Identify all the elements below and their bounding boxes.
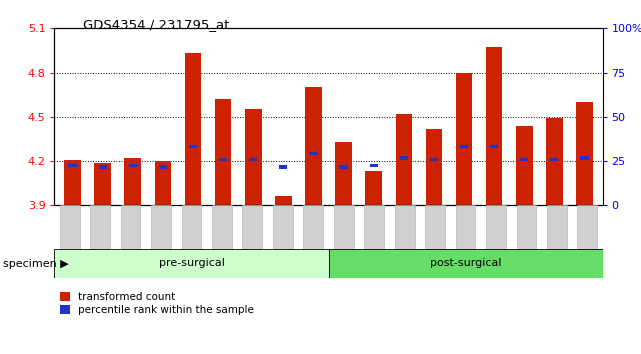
Text: post-surgical: post-surgical <box>429 258 501 268</box>
Bar <box>490 145 498 148</box>
Bar <box>310 152 317 155</box>
Text: specimen ▶: specimen ▶ <box>3 259 69 269</box>
Bar <box>425 205 445 250</box>
Bar <box>456 205 476 250</box>
Bar <box>64 160 81 205</box>
Bar <box>279 165 287 169</box>
Bar <box>94 162 111 205</box>
Bar <box>90 205 110 250</box>
Bar <box>249 158 258 161</box>
Bar <box>99 165 107 169</box>
Bar <box>578 205 597 250</box>
Bar <box>245 109 262 205</box>
Bar <box>60 205 79 250</box>
Text: GDS4354 / 231795_at: GDS4354 / 231795_at <box>83 18 229 31</box>
Bar <box>486 205 506 250</box>
Bar <box>550 158 558 161</box>
Bar <box>154 161 171 205</box>
Bar <box>303 205 323 250</box>
Bar <box>546 118 563 205</box>
Bar <box>54 249 328 278</box>
Text: pre-surgical: pre-surgical <box>158 258 224 268</box>
Bar <box>520 158 528 161</box>
Bar <box>460 145 468 148</box>
Bar <box>456 73 472 205</box>
Bar <box>364 205 384 250</box>
Bar <box>185 53 201 205</box>
Bar <box>124 158 141 205</box>
Bar <box>181 205 201 250</box>
Bar <box>399 156 408 160</box>
Bar <box>426 129 442 205</box>
Bar <box>159 165 167 169</box>
Bar <box>486 47 503 205</box>
Bar <box>328 249 603 278</box>
Bar <box>429 158 438 161</box>
Bar <box>370 164 378 167</box>
Bar <box>129 164 137 167</box>
Bar <box>242 205 262 250</box>
Bar <box>335 142 352 205</box>
Bar <box>121 205 140 250</box>
Bar <box>334 205 354 250</box>
Bar <box>576 102 593 205</box>
Bar <box>275 196 292 205</box>
Bar <box>395 114 412 205</box>
Bar <box>547 205 567 250</box>
Bar <box>340 165 347 169</box>
Bar <box>580 156 588 160</box>
Bar <box>219 158 228 161</box>
Bar <box>215 99 231 205</box>
Bar <box>516 126 533 205</box>
Bar <box>273 205 293 250</box>
Bar <box>395 205 415 250</box>
Bar <box>365 171 382 205</box>
Bar <box>189 145 197 148</box>
Bar <box>305 87 322 205</box>
Bar <box>151 205 171 250</box>
Bar <box>69 164 77 167</box>
Bar <box>517 205 537 250</box>
Bar <box>212 205 232 250</box>
Legend: transformed count, percentile rank within the sample: transformed count, percentile rank withi… <box>60 292 254 315</box>
